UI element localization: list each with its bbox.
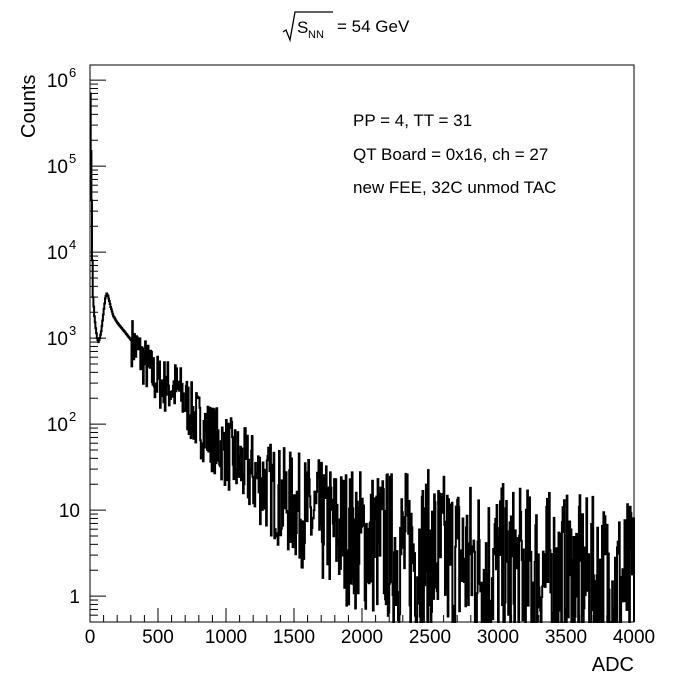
x-axis-tick-labels: 0 500 1000 1500 2000 2500 3000 3500 4000 xyxy=(85,627,655,648)
y-tick-label: 10 xyxy=(47,71,68,92)
x-tick-label: 2500 xyxy=(409,627,451,648)
chart-title: S NN = 54 GeV xyxy=(282,11,410,43)
annotation-fee: new FEE, 32C unmod TAC xyxy=(353,178,556,197)
y-tick-label-exponent: 2 xyxy=(69,409,76,424)
y-axis-title: Counts xyxy=(18,75,40,138)
x-tick-label: 500 xyxy=(142,627,174,648)
y-tick-label: 10 xyxy=(47,157,68,178)
y-tick-label-exponent: 4 xyxy=(69,237,76,252)
x-tick-label: 0 xyxy=(85,627,96,648)
series-line-counts xyxy=(89,92,635,623)
x-tick-label: 1500 xyxy=(273,627,315,648)
title-subscript: NN xyxy=(308,29,324,41)
x-tick-label: 4000 xyxy=(613,627,655,648)
sqrt-symbol xyxy=(282,11,333,43)
y-tick-label: 10 xyxy=(47,329,68,350)
x-tick-label: 3500 xyxy=(545,627,587,648)
title-energy: = 54 GeV xyxy=(337,17,410,36)
title-root: S xyxy=(297,18,308,37)
y-tick-label: 1 xyxy=(69,587,80,608)
x-tick-label: 1000 xyxy=(205,627,247,648)
y-tick-label-exponent: 3 xyxy=(69,323,76,338)
annotation-block: PP = 4, TT = 31 QT Board = 0x16, ch = 27… xyxy=(353,111,556,197)
y-tick-label-exponent: 6 xyxy=(69,65,76,80)
y-tick-label: 10 xyxy=(47,243,68,264)
x-tick-label: 3000 xyxy=(477,627,519,648)
y-tick-label: 10 xyxy=(47,415,68,436)
y-tick-label: 10 xyxy=(59,501,80,522)
x-axis-title: ADC xyxy=(592,654,634,676)
annotation-pp-tt: PP = 4, TT = 31 xyxy=(353,111,472,130)
y-tick-label-exponent: 5 xyxy=(69,151,76,166)
x-tick-label: 2000 xyxy=(341,627,383,648)
annotation-qt-board: QT Board = 0x16, ch = 27 xyxy=(353,145,548,164)
